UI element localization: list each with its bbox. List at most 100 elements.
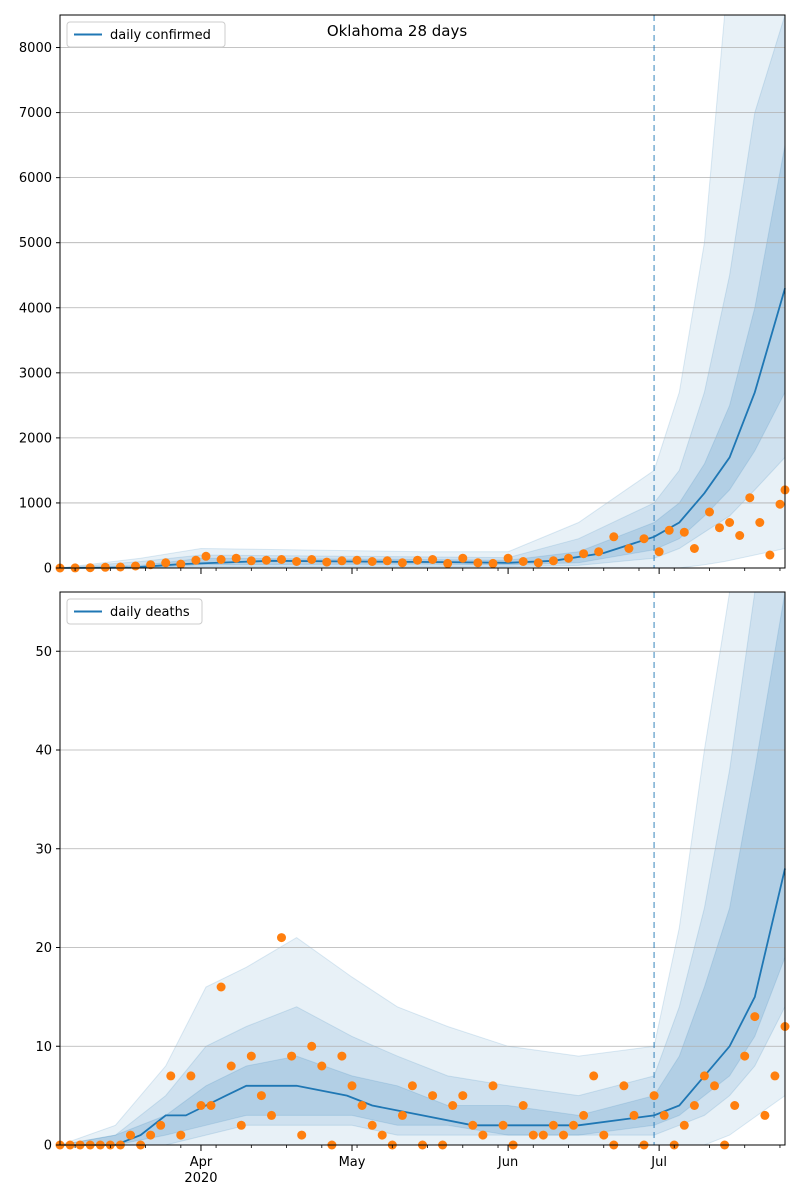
confirmed-data-point: [292, 557, 302, 566]
deaths-data-point: [458, 1091, 468, 1101]
deaths-chart: 0 10 20 30 40 50 Apr May Jun Jul daily deaths 20…: [35, 591, 790, 1186]
confirmed-data-point: [473, 558, 483, 568]
confirmed-data-point: [735, 531, 745, 540]
confirmed-data-point: [503, 553, 513, 563]
confirmed-data-point: [176, 559, 186, 569]
confirmed-data-point: [518, 557, 528, 566]
deaths-data-point: [297, 1130, 307, 1140]
deaths-data-point: [770, 1071, 780, 1081]
deaths-data-point: [246, 1051, 256, 1061]
chart-title: Oklahoma 28 days: [327, 22, 468, 40]
confirmed-data-point: [579, 549, 589, 559]
deaths-data-point: [186, 1071, 196, 1081]
confirmed-data-point: [246, 556, 256, 566]
confirmed-data-point: [533, 558, 543, 568]
confirmed-data-point: [488, 558, 498, 568]
confirmed-data-point: [161, 558, 171, 568]
deaths-data-point: [599, 1130, 609, 1140]
deaths-data-point: [730, 1101, 740, 1110]
confirmed-data-point: [397, 558, 407, 568]
deaths-data-point: [710, 1081, 719, 1091]
deaths-data-point: [488, 1081, 498, 1091]
deaths-data-point: [206, 1101, 216, 1110]
confirmed-data-point: [725, 518, 735, 527]
confirmed-legend: daily confirmed: [66, 21, 226, 48]
confirmed-data-point: [679, 527, 689, 537]
confirmed-data-point: [191, 555, 201, 565]
deaths-data-point: [679, 1120, 689, 1130]
confirmed-data-point: [146, 560, 156, 570]
confirmed-data-point: [115, 562, 125, 572]
confirmed-y-tick-label: 4000: [19, 301, 52, 316]
deaths-data-point: [367, 1120, 377, 1130]
deaths-x-tick-label: Jun: [497, 1155, 518, 1170]
deaths-x-axis: Apr May Jun Jul: [74, 1145, 781, 1170]
deaths-data-point: [317, 1061, 327, 1071]
confirmed-data-point: [609, 532, 619, 542]
confirmed-data-point: [664, 525, 674, 535]
confirmed-data-point: [624, 544, 634, 553]
deaths-x-tick-label: Apr: [190, 1155, 213, 1170]
deaths-axes-frame: [59, 591, 786, 1146]
deaths-data-point: [287, 1051, 297, 1061]
deaths-data-point: [498, 1120, 508, 1130]
deaths-data-point: [176, 1130, 186, 1140]
deaths-data-point: [377, 1130, 387, 1140]
confirmed-data-point: [689, 544, 699, 553]
deaths-x-tick-label: Jul: [650, 1155, 667, 1170]
confirmed-data-point: [715, 523, 724, 533]
confirmed-y-tick-label: 0: [44, 562, 52, 577]
confirmed-y-tick-label: 1000: [19, 496, 52, 511]
confirmed-chart: 0 1000 2000 3000 4000 5000 6000 7000 8000 daily …: [19, 14, 790, 577]
deaths-data-point: [760, 1110, 770, 1120]
deaths-data-point: [166, 1071, 176, 1081]
confirmed-data-point: [131, 561, 140, 571]
deaths-data-point: [559, 1130, 568, 1140]
confirmed-data-point: [231, 553, 241, 563]
confirmed-axes-frame: [59, 14, 786, 569]
confirmed-data-point: [261, 555, 271, 565]
deaths-data-point: [518, 1101, 528, 1110]
deaths-data-point: [277, 933, 286, 943]
deaths-y-tick-label: 20: [35, 941, 52, 956]
deaths-data-point: [740, 1051, 750, 1061]
deaths-data-point: [579, 1110, 589, 1120]
confirmed-y-tick-label: 2000: [19, 431, 52, 446]
deaths-data-point: [357, 1101, 367, 1110]
confirmed-data-point: [337, 556, 347, 566]
deaths-data-point: [407, 1081, 417, 1091]
confirmed-legend-label: daily confirmed: [110, 28, 211, 43]
confirmed-data-point: [654, 547, 664, 557]
deaths-data-point: [699, 1071, 709, 1081]
confirmed-data-point: [564, 553, 573, 563]
confirmed-data-point: [322, 557, 332, 567]
deaths-y-tick-label: 40: [35, 744, 52, 759]
confirmed-y-tick-label: 8000: [19, 41, 52, 56]
confirmed-data-point: [428, 555, 438, 564]
deaths-data-point: [468, 1120, 478, 1130]
deaths-legend-box: [66, 598, 203, 625]
deaths-data-point: [347, 1081, 357, 1091]
deaths-x-tick-label: May: [339, 1155, 366, 1170]
deaths-data-point: [689, 1101, 699, 1110]
confirmed-data-point: [307, 555, 317, 564]
deaths-data-point: [548, 1120, 558, 1130]
confirmed-data-point: [594, 547, 604, 557]
deaths-data-point: [196, 1101, 206, 1110]
deaths-y-tick-label: 10: [35, 1040, 52, 1055]
deaths-data-point: [619, 1081, 629, 1091]
deaths-data-point: [448, 1101, 458, 1110]
deaths-data-point: [538, 1130, 548, 1140]
confirmed-data-point: [277, 555, 286, 564]
deaths-data-point: [528, 1130, 538, 1140]
deaths-data-point: [649, 1091, 659, 1101]
confirmed-y-axis: 0 1000 2000 3000 4000 5000 6000 7000 8000: [19, 41, 60, 577]
confirmed-data-point: [458, 553, 468, 563]
deaths-data-point: [428, 1091, 438, 1101]
confirmed-y-tick-label: 7000: [19, 106, 52, 121]
confirmed-gridlines: [60, 47, 785, 569]
deaths-line: [60, 868, 786, 1146]
deaths-data-point: [659, 1110, 669, 1120]
deaths-data-point: [589, 1071, 599, 1081]
